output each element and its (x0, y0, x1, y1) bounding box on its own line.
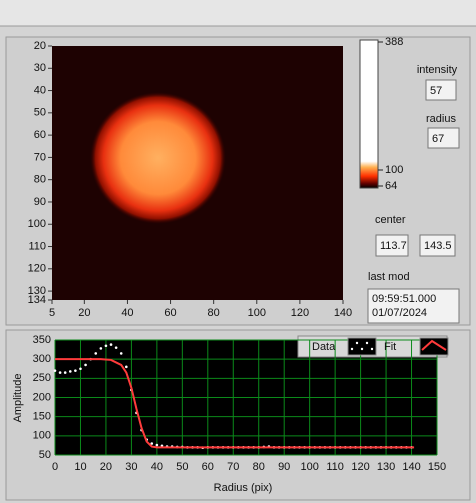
x-tick-label: 20 (100, 461, 112, 473)
intensity-label: intensity (417, 64, 458, 76)
legend-label: Fit (384, 341, 396, 353)
last-mod-box (367, 288, 460, 324)
x-tick-label: 80 (253, 461, 265, 473)
intensity-value: 57 (430, 85, 442, 97)
data-point (114, 346, 118, 349)
x-tick-label: 130 (377, 461, 395, 473)
y-tick-label: 120 (28, 263, 46, 275)
center-value: 113.7 (380, 240, 407, 252)
center-box (375, 234, 409, 257)
x-axis-label: Radius (pix) (214, 482, 273, 494)
y-tick-label: 50 (34, 107, 46, 119)
center-box (419, 234, 456, 257)
legend-dot (355, 341, 359, 345)
data-point (125, 365, 128, 369)
x-tick-label: 120 (351, 461, 369, 473)
y-tick-label: 40 (34, 84, 46, 96)
data-point (74, 369, 77, 372)
data-point (63, 371, 67, 374)
x-tick-label: 150 (428, 461, 446, 473)
data-point (94, 352, 98, 355)
y-tick-label: 134 (28, 294, 46, 306)
legend-dot (360, 347, 364, 351)
legend-dot (370, 347, 374, 351)
x-tick-label: 0 (52, 461, 58, 473)
top-bar (0, 0, 476, 26)
fit-line (55, 358, 415, 449)
x-tick-label: 40 (121, 307, 133, 319)
y-tick-label: 70 (34, 151, 46, 163)
x-tick-label: 50 (176, 461, 188, 473)
x-tick-label: 140 (334, 307, 352, 319)
colorbar-tick-label: 388 (385, 36, 403, 48)
y-tick-label: 90 (34, 196, 46, 208)
data-point (68, 370, 72, 373)
data-point (155, 443, 159, 447)
last-mod-label: last mod (368, 271, 410, 283)
x-tick-label: 30 (125, 461, 137, 473)
image-spot (90, 92, 226, 224)
radius-box (427, 127, 460, 149)
x-tick-label: 100 (248, 307, 266, 319)
data-point (119, 352, 123, 355)
data-point (58, 371, 62, 374)
data-point (150, 442, 154, 445)
y-tick-label: 150 (33, 411, 51, 423)
y-tick-label: 100 (28, 218, 46, 230)
x-tick-label: 60 (164, 307, 176, 319)
last-mod-value: 09:59:51.000 (372, 293, 436, 305)
center-value: 143.5 (424, 240, 452, 252)
y-tick-label: 300 (33, 353, 51, 365)
x-tick-label: 100 (300, 461, 318, 473)
y-tick-label: 200 (33, 391, 51, 403)
y-tick-label: 130 (28, 285, 46, 297)
data-point (79, 367, 82, 371)
x-tick-label: 80 (208, 307, 220, 319)
x-tick-label: 120 (291, 307, 309, 319)
data-point (99, 347, 103, 350)
x-tick-label: 20 (78, 307, 90, 319)
data-point (109, 343, 113, 346)
y-tick-label: 100 (33, 430, 51, 442)
x-tick-label: 10 (74, 461, 86, 473)
legend-line (421, 339, 447, 351)
radius-label: radius (426, 113, 456, 125)
radius-value: 67 (432, 133, 444, 145)
data-point (104, 344, 108, 348)
x-tick-label: 110 (326, 461, 344, 473)
legend-label: Data (312, 341, 336, 353)
last-mod-value: 01/07/2024 (372, 307, 427, 319)
colorbar-tick-label: 64 (385, 180, 397, 192)
y-tick-label: 350 (33, 334, 51, 346)
center-label: center (375, 214, 406, 226)
y-tick-label: 50 (39, 449, 51, 461)
y-tick-label: 80 (34, 174, 46, 186)
y-tick-label: 60 (34, 129, 46, 141)
data-point (53, 369, 57, 372)
legend-swatch (347, 337, 377, 356)
x-tick-label: 140 (402, 461, 420, 473)
legend-dot (350, 347, 354, 351)
x-tick-label: 70 (227, 461, 239, 473)
x-tick-label: 40 (151, 461, 163, 473)
colorbar-tick-label: 100 (385, 164, 403, 176)
data-point (84, 363, 87, 367)
colorbar (359, 39, 379, 189)
y-tick-label: 30 (34, 62, 46, 74)
y-tick-label: 110 (28, 240, 46, 252)
y-axis-label: Amplitude (12, 374, 24, 423)
x-tick-label: 90 (278, 461, 290, 473)
x-tick-label: 60 (202, 461, 214, 473)
y-tick-label: 20 (34, 40, 46, 52)
x-tick-label: 5 (49, 307, 55, 319)
intensity-box (425, 79, 457, 101)
legend-swatch (419, 337, 449, 356)
legend-dot (365, 341, 369, 345)
y-tick-label: 250 (33, 372, 51, 384)
